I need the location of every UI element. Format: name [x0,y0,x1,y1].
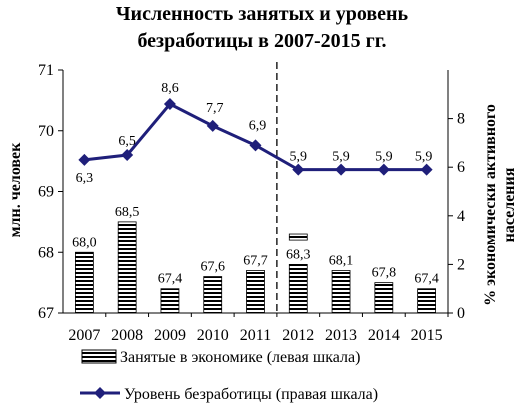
right-tick-label: 8 [457,111,465,128]
legend-line-marker [94,387,106,399]
right-axis-title-line1: % экономически активного [482,104,499,306]
left-tick-label: 71 [38,62,54,79]
x-tick-label: 2010 [197,327,229,344]
bar-value-label: 68,5 [115,205,140,220]
left-tick-label: 67 [38,305,54,322]
line-value-label: 5,9 [332,150,350,165]
line-point-marker [292,163,305,176]
line-point-marker [78,153,91,166]
bar [331,270,351,314]
bar-extra-segment [288,233,308,241]
bar-value-label: 67,8 [372,266,397,281]
chart-title-line1: Численность занятых и уровень [116,3,409,25]
line-value-label: 5,9 [375,150,393,165]
line-value-label: 6,9 [249,118,267,133]
bar [417,288,436,314]
line-point-marker [335,163,348,176]
bar-series [75,221,436,314]
chart-title-line2: безработицы в 2007-2015 гг. [137,30,386,52]
legend-bar-swatch [81,349,117,364]
bar [117,221,137,314]
left-axis-title: млн. человек [7,142,24,238]
line-value-label: 5,9 [415,150,433,165]
line-point-marker [377,163,390,176]
right-axis-ticks: 0 2 4 6 8 [448,111,465,322]
legend-bar-label: Занятые в экономике (левая шкала) [120,349,360,366]
line-value-label: 8,6 [161,81,179,96]
line-value-label: 6,3 [76,171,94,186]
bar [160,288,180,314]
bar-value-label: 68,3 [286,247,311,262]
x-tick-label: 2009 [154,327,186,344]
bar-value-labels: 68,0 68,5 67,4 67,6 67,7 68,3 68,1 67,8 67,4 [72,205,439,287]
x-tick-label: 2013 [325,327,357,344]
right-axis-title-line2: населения [501,167,518,242]
bar-value-label: 67,7 [243,253,268,268]
line-point-marker [249,139,262,152]
line-series [78,98,433,176]
x-tick-label: 2012 [282,327,314,344]
right-tick-label: 6 [457,159,465,176]
x-tick-label: 2007 [68,327,100,344]
bar [246,270,265,314]
x-tick-label: 2008 [111,327,143,344]
legend-line-label: Уровень безработицы (правая шкала) [124,386,378,403]
left-axis-ticks: 67 68 69 70 71 [38,62,63,322]
line-value-labels: 6,3 6,5 8,6 7,7 6,9 5,9 5,9 5,9 5,9 [76,81,433,186]
bar [203,276,223,314]
bar-value-label: 67,4 [158,272,183,287]
line-point-marker [206,119,219,132]
right-tick-label: 0 [457,305,465,322]
bar [288,263,308,314]
left-tick-label: 69 [38,184,54,201]
line-point-marker [163,98,176,111]
bar-value-label: 68,0 [72,235,97,250]
x-tick-label: 2011 [240,327,271,344]
x-axis-ticks: 2007 2008 2009 2010 2011 2012 2013 2014 2015 [68,313,449,344]
bar [75,251,94,314]
legend: Занятые в экономике (левая шкала) Уровен… [80,349,378,403]
left-tick-label: 70 [38,123,54,140]
bar-value-label: 67,6 [200,260,225,275]
x-tick-label: 2015 [411,327,443,344]
line-value-label: 6,5 [118,134,136,149]
line-value-label: 7,7 [206,101,224,116]
bar-value-label: 68,1 [329,253,354,268]
line-point-marker [121,149,134,162]
line-point-marker [420,163,433,176]
left-tick-label: 68 [38,244,54,261]
right-tick-label: 4 [457,208,465,225]
bar [374,282,394,314]
bar-value-label: 67,4 [414,272,439,287]
right-tick-label: 2 [457,256,465,273]
line-value-label: 5,9 [290,150,308,165]
x-tick-label: 2014 [368,327,400,344]
